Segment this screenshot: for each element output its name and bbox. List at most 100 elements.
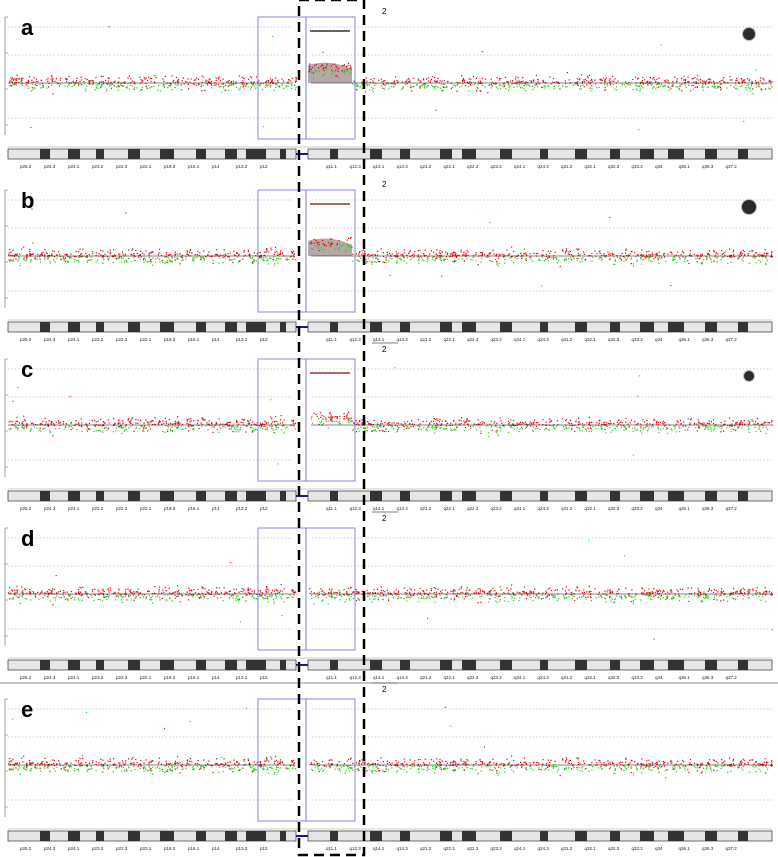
gain-point bbox=[294, 423, 296, 425]
gain-point bbox=[54, 80, 56, 82]
loss-point bbox=[289, 256, 291, 258]
gain-point bbox=[771, 421, 773, 423]
loss-point bbox=[24, 259, 27, 261]
loss-point bbox=[396, 259, 398, 261]
loss-point bbox=[237, 426, 239, 428]
loss-point bbox=[139, 428, 141, 430]
gain-point bbox=[473, 592, 475, 594]
gain-point bbox=[395, 589, 397, 591]
gain-point bbox=[672, 81, 674, 83]
loss-point bbox=[679, 84, 681, 86]
gain-point bbox=[609, 420, 611, 422]
loss-point bbox=[677, 86, 679, 88]
loss-point bbox=[112, 431, 114, 433]
loss-point bbox=[131, 85, 134, 87]
gain-point bbox=[238, 254, 240, 256]
gain-point bbox=[355, 420, 357, 422]
loss-point bbox=[643, 427, 645, 429]
gain-point bbox=[17, 420, 19, 423]
loss-point bbox=[434, 86, 436, 88]
gain-point bbox=[196, 254, 198, 256]
loss-point bbox=[85, 90, 87, 92]
gain-point bbox=[205, 81, 207, 83]
loss-point bbox=[513, 428, 515, 430]
gain-point bbox=[771, 81, 773, 83]
loss-point bbox=[366, 426, 368, 428]
gain-point bbox=[130, 422, 132, 424]
gain-point bbox=[522, 77, 524, 79]
gain-point bbox=[541, 254, 543, 256]
gain-point bbox=[76, 77, 78, 79]
gain-point bbox=[388, 252, 390, 255]
gain-point bbox=[576, 248, 578, 250]
loss-point bbox=[767, 428, 769, 430]
gain-point bbox=[610, 422, 612, 424]
gain-point bbox=[542, 254, 544, 256]
gain-point bbox=[481, 421, 483, 423]
gain-point bbox=[230, 426, 233, 428]
gain-point bbox=[215, 421, 217, 424]
ideogram-band bbox=[68, 491, 80, 501]
gain-point bbox=[439, 80, 441, 82]
gain-point bbox=[358, 598, 360, 600]
gain-point bbox=[315, 413, 317, 416]
gain-point bbox=[75, 251, 77, 253]
gain-point bbox=[64, 257, 66, 259]
loss-point bbox=[275, 86, 277, 88]
loss-point bbox=[325, 70, 327, 72]
gain-point bbox=[88, 80, 90, 82]
loss-point bbox=[14, 84, 16, 86]
gain-point bbox=[749, 421, 751, 423]
gain-point bbox=[740, 78, 742, 80]
loss-point bbox=[371, 89, 373, 91]
gain-point bbox=[29, 254, 31, 256]
loss-point bbox=[260, 595, 262, 597]
loss-point bbox=[272, 259, 274, 261]
gain-point bbox=[60, 259, 62, 261]
loss-point bbox=[755, 262, 757, 264]
loss-point bbox=[674, 426, 676, 428]
loss-point bbox=[234, 427, 236, 429]
gain-point bbox=[275, 588, 277, 590]
gain-point bbox=[64, 253, 66, 255]
gain-point bbox=[107, 589, 109, 591]
gain-point bbox=[663, 256, 666, 258]
gain-point bbox=[100, 418, 102, 420]
highlight-box-right bbox=[305, 358, 356, 482]
gain-point bbox=[604, 79, 606, 81]
loss-point bbox=[423, 427, 425, 429]
loss-point bbox=[237, 598, 239, 600]
gain-point bbox=[509, 80, 512, 82]
gain-point bbox=[752, 588, 754, 590]
loss-point bbox=[53, 597, 55, 599]
gain-point bbox=[646, 251, 648, 253]
gain-point bbox=[330, 416, 332, 418]
gain-point bbox=[604, 89, 606, 91]
band-label: q23.2 bbox=[491, 506, 503, 511]
gain-point bbox=[669, 589, 672, 591]
gain-point bbox=[591, 78, 593, 81]
gain-point bbox=[723, 81, 725, 83]
ideogram-band bbox=[668, 149, 684, 159]
band-label: q21.2 bbox=[420, 337, 432, 342]
gain-point bbox=[720, 80, 722, 82]
loss-point bbox=[649, 260, 651, 262]
loss-point bbox=[240, 86, 242, 88]
gain-point bbox=[361, 81, 363, 83]
band-label: q22.1 bbox=[444, 506, 456, 511]
gain-point bbox=[205, 593, 207, 595]
gain-point bbox=[311, 242, 313, 244]
loss-point bbox=[269, 83, 271, 85]
gain-point bbox=[11, 589, 13, 591]
gain-point bbox=[658, 83, 660, 85]
gain-point bbox=[278, 591, 280, 594]
gain-point bbox=[295, 80, 298, 82]
gain-point bbox=[13, 589, 15, 591]
loss-point bbox=[251, 427, 253, 429]
gain-point bbox=[575, 420, 577, 422]
loss-point bbox=[373, 429, 375, 432]
loss-point bbox=[121, 427, 123, 429]
gain-point bbox=[401, 81, 403, 83]
gain-point bbox=[473, 423, 475, 425]
loss-point bbox=[218, 86, 220, 88]
